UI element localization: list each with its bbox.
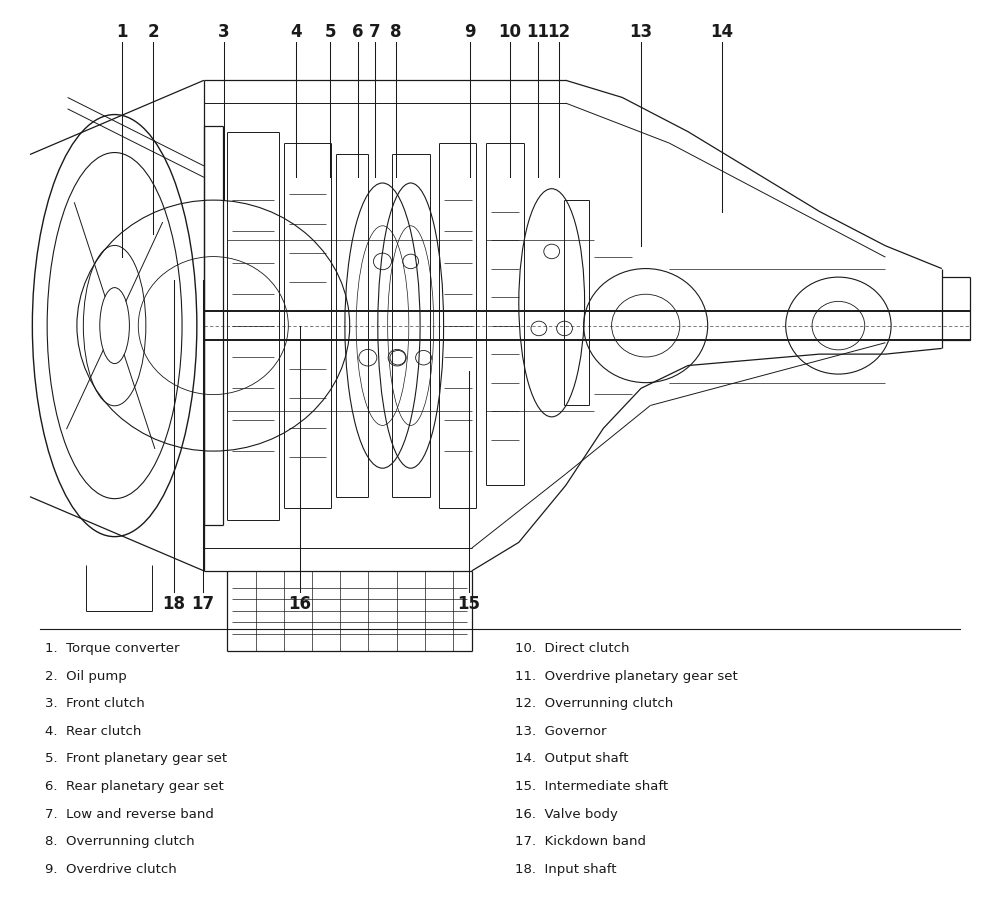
Text: 1.  Torque converter: 1. Torque converter bbox=[45, 641, 180, 654]
Text: 9: 9 bbox=[464, 23, 476, 41]
Text: 17: 17 bbox=[191, 595, 215, 613]
Text: 6: 6 bbox=[352, 23, 364, 41]
Text: 8: 8 bbox=[390, 23, 402, 41]
Text: 3: 3 bbox=[218, 23, 230, 41]
Text: 10: 10 bbox=[498, 23, 522, 41]
Text: 11: 11 bbox=[526, 23, 550, 41]
Text: 6.  Rear planetary gear set: 6. Rear planetary gear set bbox=[45, 779, 224, 792]
Text: 17.  Kickdown band: 17. Kickdown band bbox=[515, 834, 646, 847]
Text: 11.  Overdrive planetary gear set: 11. Overdrive planetary gear set bbox=[515, 669, 738, 682]
Text: 15.  Intermediate shaft: 15. Intermediate shaft bbox=[515, 779, 668, 792]
Text: 13: 13 bbox=[629, 23, 653, 41]
Text: 12.  Overrunning clutch: 12. Overrunning clutch bbox=[515, 697, 673, 709]
Text: 1: 1 bbox=[116, 23, 128, 41]
Text: 18.  Input shaft: 18. Input shaft bbox=[515, 862, 616, 875]
Text: 3.  Front clutch: 3. Front clutch bbox=[45, 697, 145, 709]
Text: 14.  Output shaft: 14. Output shaft bbox=[515, 752, 629, 765]
Text: 16.  Valve body: 16. Valve body bbox=[515, 807, 618, 820]
Text: 5: 5 bbox=[324, 23, 336, 41]
Text: 7: 7 bbox=[369, 23, 381, 41]
Text: 9.  Overdrive clutch: 9. Overdrive clutch bbox=[45, 862, 177, 875]
Text: 2.  Oil pump: 2. Oil pump bbox=[45, 669, 127, 682]
Text: 16: 16 bbox=[288, 595, 312, 613]
Text: 15: 15 bbox=[458, 595, 480, 613]
Text: 14: 14 bbox=[710, 23, 734, 41]
Text: 4.  Rear clutch: 4. Rear clutch bbox=[45, 724, 141, 737]
Text: 12: 12 bbox=[547, 23, 571, 41]
Text: 4: 4 bbox=[290, 23, 302, 41]
Text: 7.  Low and reverse band: 7. Low and reverse band bbox=[45, 807, 214, 820]
Text: 2: 2 bbox=[147, 23, 159, 41]
Text: 5.  Front planetary gear set: 5. Front planetary gear set bbox=[45, 752, 227, 765]
Text: 8.  Overrunning clutch: 8. Overrunning clutch bbox=[45, 834, 195, 847]
Text: 10.  Direct clutch: 10. Direct clutch bbox=[515, 641, 630, 654]
Text: 13.  Governor: 13. Governor bbox=[515, 724, 606, 737]
Text: 18: 18 bbox=[162, 595, 186, 613]
